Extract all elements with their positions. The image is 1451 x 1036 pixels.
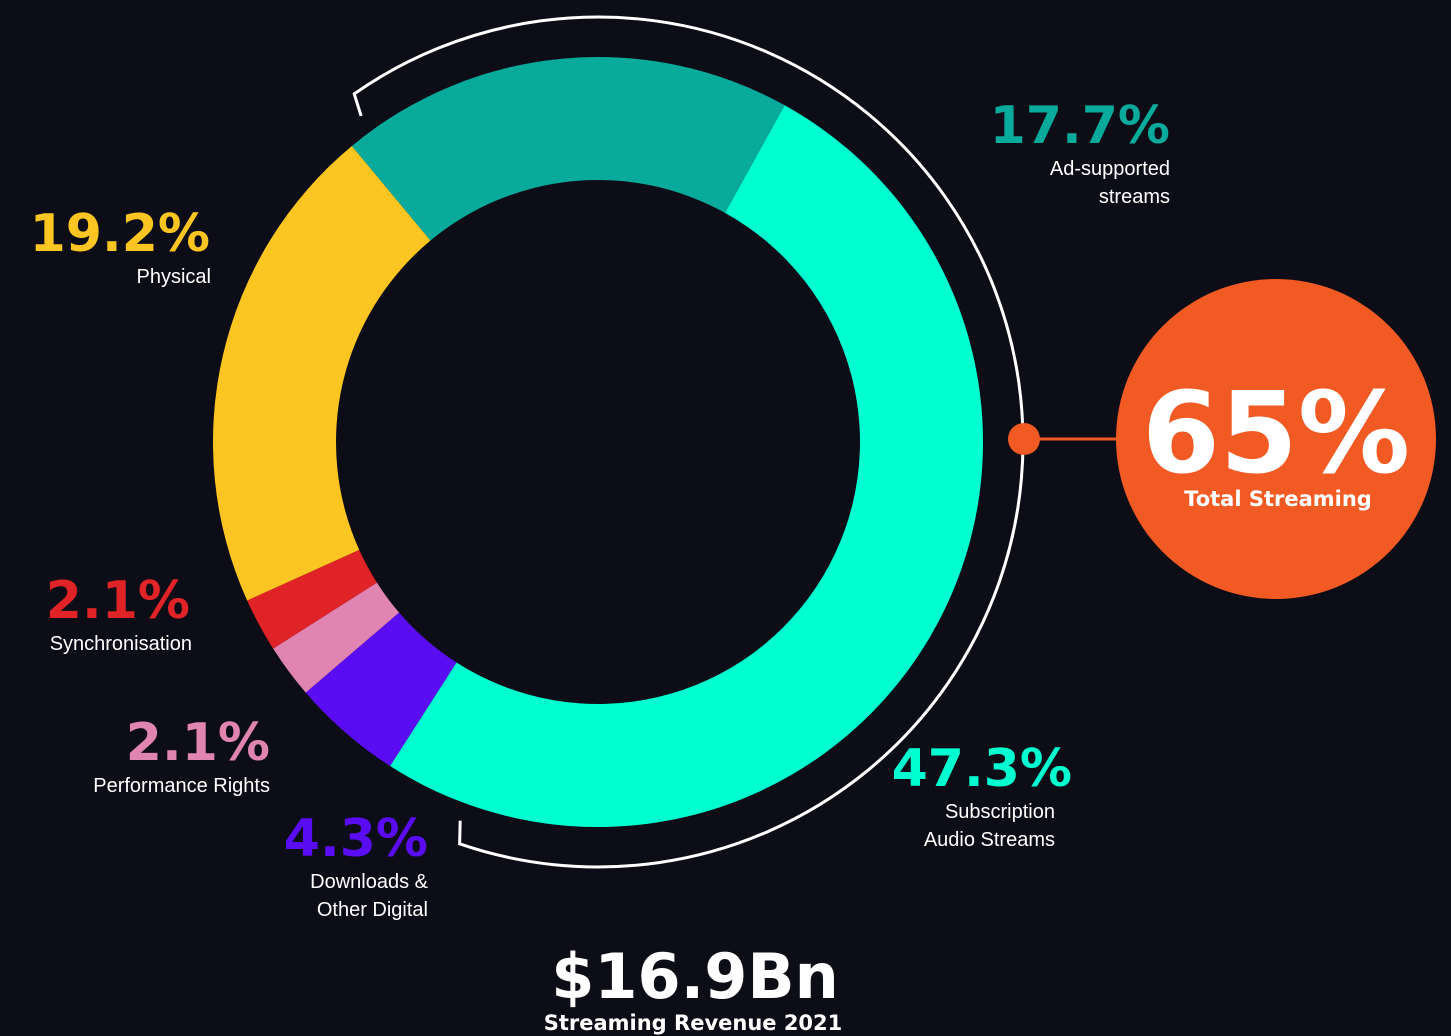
slice-name: Performance Rights (93, 775, 270, 797)
donut-slice (273, 582, 400, 693)
slice-name: streams (1099, 186, 1170, 208)
slice-value-label: 2.1% (46, 571, 190, 631)
callout-label: Total Streaming (1184, 487, 1372, 511)
slice-value-label: 2.1% (126, 713, 270, 773)
slice-name: Other Digital (317, 899, 428, 921)
connector-dot (1008, 423, 1040, 455)
slice-name: Downloads & (310, 871, 429, 893)
donut-slice (305, 612, 457, 767)
slice-value-label: 47.3% (892, 739, 1072, 799)
callout-value: 65% (1142, 369, 1410, 499)
slice-name: Synchronisation (50, 633, 192, 655)
donut-slice (212, 145, 431, 601)
donut-slice (351, 57, 785, 241)
donut-slice (390, 105, 984, 828)
slice-name: Ad-supported (1050, 158, 1170, 180)
slice-name: Physical (137, 266, 211, 288)
total-value: $16.9Bn (551, 940, 839, 1013)
callout-circle (1116, 279, 1436, 599)
slice-value-label: 17.7% (990, 96, 1170, 156)
slice-name: Audio Streams (924, 829, 1055, 851)
slice-value-label: 19.2% (30, 204, 210, 264)
streaming-bracket (352, 15, 1025, 869)
slice-name: Subscription (945, 801, 1055, 823)
slice-value-label: 4.3% (284, 809, 428, 869)
total-label: Streaming Revenue 2021 (544, 1011, 843, 1035)
donut-slice (247, 549, 377, 649)
